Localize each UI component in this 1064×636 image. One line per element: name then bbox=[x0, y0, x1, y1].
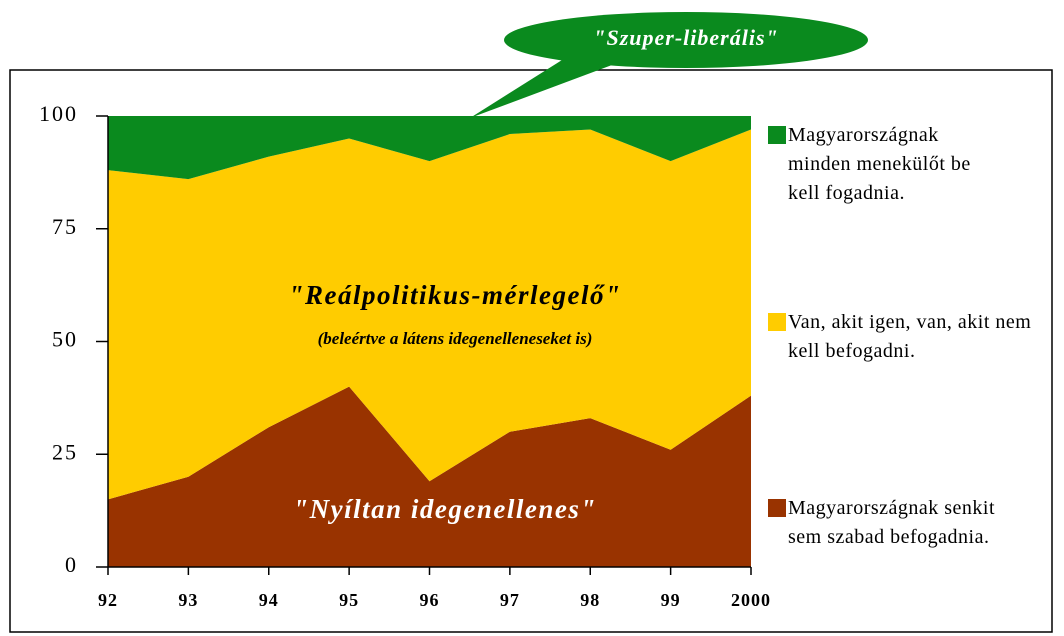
x-tick-label: 97 bbox=[500, 590, 520, 610]
y-tick-label: 50 bbox=[52, 327, 78, 352]
annotation: "Reálpolitikus-mérlegelő" bbox=[289, 280, 622, 310]
area bbox=[108, 116, 751, 180]
legend-label: Van, akit igen, van, akit nem kell befog… bbox=[788, 311, 1032, 362]
legend-swatch bbox=[768, 313, 786, 331]
legend-swatch bbox=[768, 499, 786, 517]
callout-tail bbox=[470, 55, 620, 118]
y-tick-label: 100 bbox=[39, 101, 78, 126]
x-tick-label: 93 bbox=[178, 590, 198, 610]
area bbox=[108, 386, 751, 567]
annotation: "Nyíltan idegenellenes" bbox=[293, 494, 597, 524]
x-tick-label: 2000 bbox=[731, 590, 771, 610]
x-tick-label: 92 bbox=[98, 590, 118, 610]
area bbox=[108, 129, 751, 500]
y-tick-label: 0 bbox=[65, 552, 78, 577]
legend-label: Magyarországnak minden menekülőt be kell… bbox=[788, 124, 971, 204]
x-tick-label: 94 bbox=[259, 590, 279, 610]
annotation: (beleértve a látens idegenelleneseket is… bbox=[318, 329, 593, 348]
annotation: "Szuper-liberális" bbox=[593, 25, 778, 50]
x-tick-label: 96 bbox=[420, 590, 440, 610]
y-tick-label: 25 bbox=[52, 439, 78, 464]
x-tick-label: 95 bbox=[339, 590, 359, 610]
areas bbox=[108, 116, 751, 567]
y-tick-label: 75 bbox=[52, 214, 78, 239]
legend-swatch bbox=[768, 126, 786, 144]
x-tick-label: 99 bbox=[661, 590, 681, 610]
x-tick-label: 98 bbox=[580, 590, 600, 610]
legend-label: Magyarországnak senkit sem szabad befoga… bbox=[788, 497, 996, 548]
callout-bubble bbox=[504, 12, 868, 68]
